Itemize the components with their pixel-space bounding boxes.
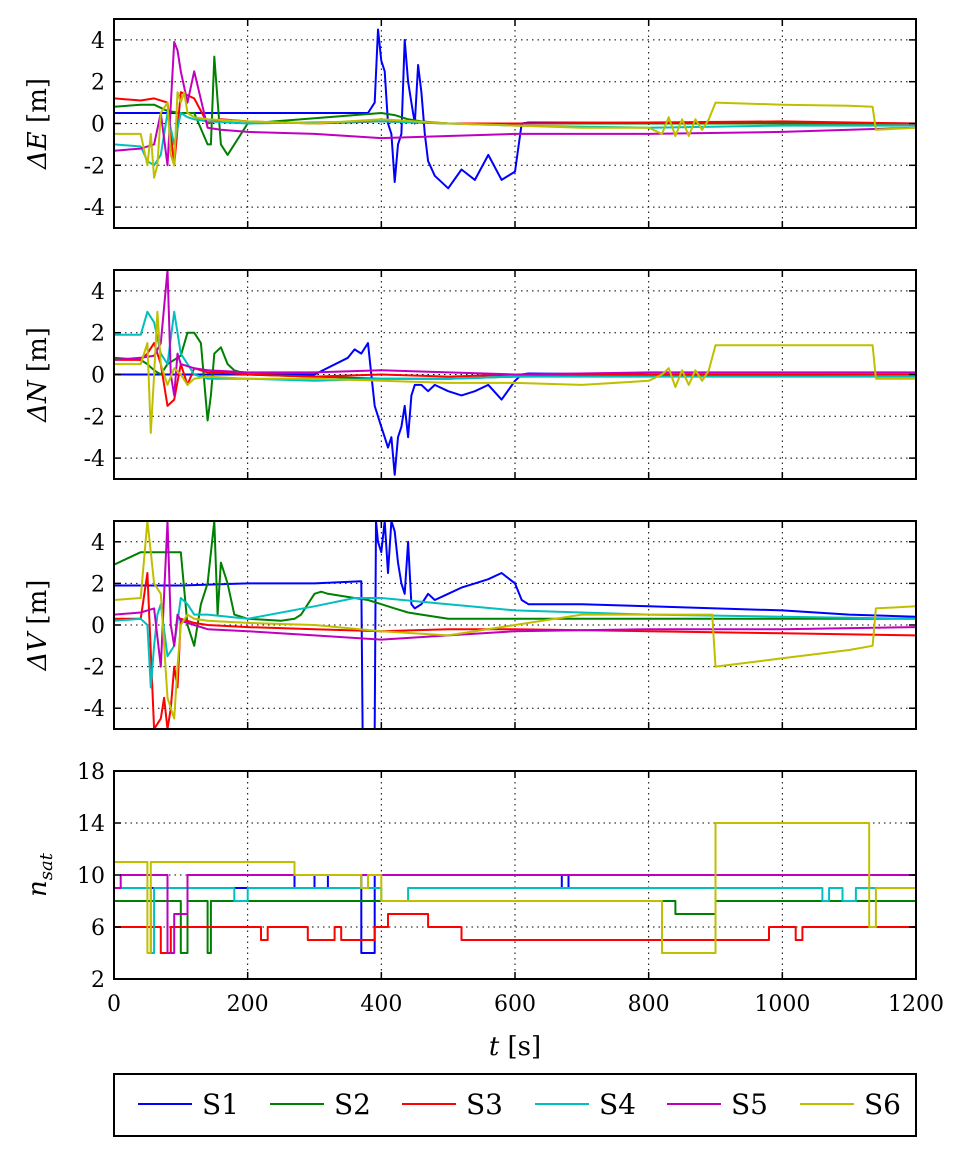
series-group [114,270,916,476]
series-line-s6 [114,822,916,954]
legend-entry-s5: S5 [667,1088,768,1121]
panel-1: -4 -2 0 2 4 ΔE [m] [23,18,917,229]
x-axis-label: t [s] [489,1032,541,1062]
series-line-s3 [114,91,916,167]
series-line-s1 [114,521,916,729]
y-tick-label: 4 [91,280,105,305]
x-tick-label: 0 [107,992,121,1017]
y-tick-label: 6 [91,916,105,941]
series-line-s4 [114,310,916,382]
series-line-s1 [114,874,916,954]
series-line-s5 [114,874,916,954]
series-line-s3 [114,913,916,954]
x-tick-label: 800 [628,992,670,1017]
series-line-s2 [114,900,916,954]
y-tick-label: 4 [91,531,105,556]
legend-entry-s3: S3 [402,1088,503,1121]
y-axis-unit: [m] [23,327,53,380]
y-tick-label: -2 [84,405,105,430]
panel-2: -4 -2 0 2 4 ΔN [m] [23,269,917,480]
y-tick-label: 2 [91,322,105,347]
legend-label: S2 [334,1088,371,1121]
legend-entry-s6: S6 [800,1088,901,1121]
series-line-s5 [114,521,916,668]
series-group [114,28,916,190]
panel-4: 2 6 10 14 18 nsat 0 200 400 600 800 1000 1200 t [s] [23,760,944,1062]
x-tick-label: 1000 [754,992,810,1017]
legend-entry-s4: S4 [535,1088,636,1121]
y-axis-symbol: ΔV [23,631,53,672]
y-tick-label: -4 [84,697,105,722]
legend-box [113,1073,917,1137]
y-tick-label: -2 [84,656,105,681]
series-line-s1 [114,342,916,476]
x-axis-symbol: t [489,1032,500,1062]
x-tick-label: 600 [494,992,536,1017]
y-tick-label: 10 [77,864,105,889]
y-tick-label: 2 [91,572,105,597]
y-axis-label: ΔE [m] [23,78,53,170]
y-axis-symbol: ΔN [23,379,53,423]
y-tick-label: 18 [77,760,105,785]
y-tick-label: 4 [91,29,105,54]
y-tick-label: 2 [91,71,105,96]
legend-label: S6 [864,1088,901,1121]
y-tick-label: -4 [84,196,105,221]
y-axis-unit: [m] [23,78,53,131]
y-axis-subscript: sat [36,852,57,880]
x-axis-unit: [s] [499,1032,541,1062]
y-tick-label: 0 [91,113,105,138]
series-group [114,822,916,954]
y-tick-label: 0 [91,364,105,389]
series-line-s5 [114,270,916,397]
series-line-s6 [114,91,916,179]
x-tick-label: 400 [360,992,402,1017]
panel-3: -4 -2 0 2 4 ΔV [m] [23,520,917,730]
series-line-s2 [114,521,916,647]
series-line-s4 [114,597,916,689]
legend-label: S1 [202,1088,239,1121]
y-tick-label: 14 [77,812,105,837]
legend-entry-s2: S2 [270,1088,371,1121]
y-tick-label: -2 [84,154,105,179]
y-axis-unit: [m] [23,580,53,633]
x-tick-label: 200 [227,992,269,1017]
y-axis-label: ΔV [m] [23,580,53,672]
y-tick-label: 0 [91,614,105,639]
series-line-s5 [114,41,916,167]
series-line-s3 [114,572,916,729]
legend-label: S5 [731,1088,768,1121]
legend-label: S3 [466,1088,503,1121]
legend-entry-s1: S1 [138,1088,239,1121]
series-line-s1 [114,28,916,190]
y-axis-symbol: ΔE [23,131,53,170]
y-axis-label: nsat [23,852,57,897]
series-group [114,521,916,729]
y-tick-label: 2 [91,968,105,993]
y-axis-symbol: n [23,880,53,897]
series-line-s2 [114,331,916,422]
y-axis-label: ΔN [m] [23,327,53,423]
series-line-s6 [114,310,916,434]
legend-label: S4 [599,1088,636,1121]
y-tick-label: -4 [84,447,105,472]
legend: S1 S2 S3 S4 S5 S6 [113,1073,917,1137]
x-tick-label: 1200 [888,992,944,1017]
series-line-s6 [114,521,916,720]
